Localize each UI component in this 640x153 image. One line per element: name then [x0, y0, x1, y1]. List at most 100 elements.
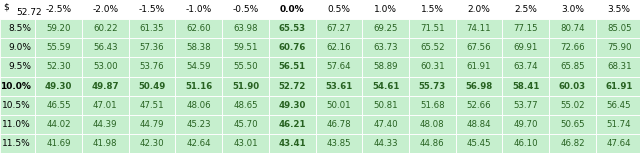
Bar [175, 38, 222, 57]
Bar [316, 134, 362, 153]
Bar [409, 38, 456, 57]
Text: 60.03: 60.03 [559, 82, 586, 91]
Bar [549, 96, 596, 115]
Text: 67.56: 67.56 [467, 43, 492, 52]
Text: -1.0%: -1.0% [186, 5, 212, 14]
Text: 55.02: 55.02 [560, 101, 585, 110]
Bar [175, 134, 222, 153]
Text: 71.51: 71.51 [420, 24, 445, 33]
Bar [596, 19, 640, 38]
Text: 1.5%: 1.5% [421, 5, 444, 14]
Text: 85.05: 85.05 [607, 24, 632, 33]
Text: 47.64: 47.64 [607, 139, 632, 148]
Text: 46.21: 46.21 [278, 120, 306, 129]
Bar [269, 96, 316, 115]
Bar [596, 134, 640, 153]
Text: 51.74: 51.74 [607, 120, 632, 129]
Bar [409, 115, 456, 134]
Bar [82, 19, 129, 38]
Bar [362, 38, 409, 57]
Text: -0.5%: -0.5% [232, 5, 259, 14]
Text: 11.5%: 11.5% [2, 139, 31, 148]
Bar [269, 115, 316, 134]
Text: 63.74: 63.74 [513, 62, 538, 71]
Text: 51.90: 51.90 [232, 82, 259, 91]
Bar [456, 38, 502, 57]
Text: 53.76: 53.76 [140, 62, 164, 71]
Bar [316, 19, 362, 38]
Bar [456, 76, 502, 96]
Text: 61.91: 61.91 [605, 82, 633, 91]
Text: 74.11: 74.11 [467, 24, 492, 33]
Text: 62.16: 62.16 [326, 43, 351, 52]
Text: 11.0%: 11.0% [2, 120, 31, 129]
Bar [316, 38, 362, 57]
Text: 3.0%: 3.0% [561, 5, 584, 14]
Bar [129, 115, 175, 134]
Text: 52.72: 52.72 [16, 8, 42, 17]
Text: 47.51: 47.51 [140, 101, 164, 110]
Text: 45.23: 45.23 [186, 120, 211, 129]
Text: 44.33: 44.33 [373, 139, 398, 148]
Text: 43.85: 43.85 [326, 139, 351, 148]
Bar [222, 38, 269, 57]
Text: $: $ [3, 2, 9, 11]
Text: 44.39: 44.39 [93, 120, 118, 129]
Text: 60.31: 60.31 [420, 62, 445, 71]
Text: 1.0%: 1.0% [374, 5, 397, 14]
Text: 56.98: 56.98 [465, 82, 493, 91]
Bar [362, 76, 409, 96]
Bar [129, 57, 175, 76]
Bar [316, 96, 362, 115]
Text: 50.49: 50.49 [138, 82, 166, 91]
Text: 42.30: 42.30 [140, 139, 164, 148]
Text: 69.91: 69.91 [513, 43, 538, 52]
Text: 44.86: 44.86 [420, 139, 445, 148]
Bar [409, 57, 456, 76]
Text: 47.01: 47.01 [93, 101, 118, 110]
Bar [82, 76, 129, 96]
Bar [316, 57, 362, 76]
Bar [129, 19, 175, 38]
Text: 43.01: 43.01 [233, 139, 258, 148]
Bar [502, 96, 549, 115]
Bar [502, 134, 549, 153]
Text: 55.50: 55.50 [233, 62, 258, 71]
Text: 50.01: 50.01 [326, 101, 351, 110]
Bar [129, 76, 175, 96]
Bar [456, 19, 502, 38]
Bar [0, 115, 35, 134]
Text: 2.5%: 2.5% [515, 5, 537, 14]
Bar [316, 115, 362, 134]
Text: 63.73: 63.73 [373, 43, 398, 52]
Bar [222, 57, 269, 76]
Text: 49.87: 49.87 [92, 82, 119, 91]
Text: 72.66: 72.66 [560, 43, 585, 52]
Bar [549, 76, 596, 96]
Text: 53.77: 53.77 [513, 101, 538, 110]
Text: 80.74: 80.74 [560, 24, 585, 33]
Text: 77.15: 77.15 [513, 24, 538, 33]
Bar [549, 134, 596, 153]
Bar [269, 57, 316, 76]
Bar [175, 96, 222, 115]
Text: 57.36: 57.36 [140, 43, 164, 52]
Bar [222, 115, 269, 134]
Bar [269, 38, 316, 57]
Text: 46.55: 46.55 [46, 101, 71, 110]
Bar [596, 115, 640, 134]
Bar [409, 19, 456, 38]
Text: 48.84: 48.84 [467, 120, 492, 129]
Bar [362, 115, 409, 134]
Text: 60.76: 60.76 [278, 43, 306, 52]
Text: 49.30: 49.30 [278, 101, 306, 110]
Text: -2.5%: -2.5% [45, 5, 72, 14]
Bar [35, 57, 82, 76]
Bar [456, 57, 502, 76]
Bar [502, 19, 549, 38]
Bar [362, 57, 409, 76]
Bar [222, 134, 269, 153]
Text: 45.70: 45.70 [233, 120, 258, 129]
Text: 53.61: 53.61 [325, 82, 353, 91]
Bar [222, 76, 269, 96]
